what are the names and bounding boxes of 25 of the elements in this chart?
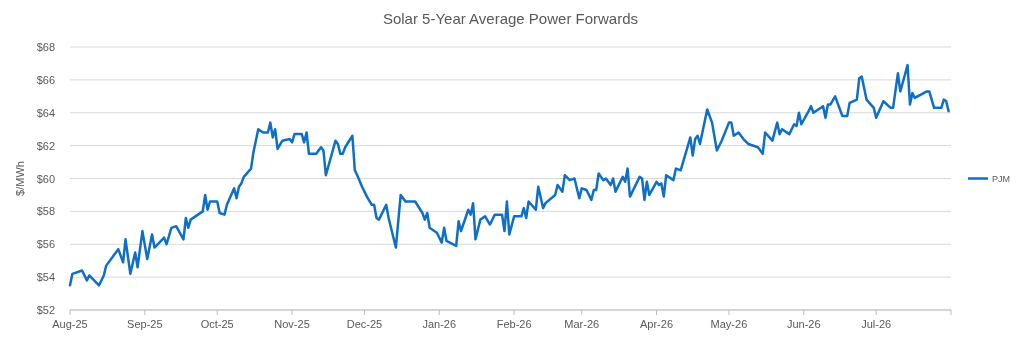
legend-label: PJM [992, 174, 1010, 184]
y-tick-label: $56 [36, 238, 55, 251]
x-tick-label: Jul-26 [861, 318, 892, 330]
y-tick-label: $64 [36, 106, 55, 119]
y-tick-label: $54 [36, 271, 55, 284]
x-tick-label: Dec-25 [346, 318, 383, 330]
x-tick-label: May-26 [710, 318, 748, 330]
y-axis-title: $/MWh [14, 161, 26, 196]
x-tick-label: Apr-26 [640, 318, 674, 330]
y-tick-label: $60 [36, 172, 55, 185]
x-tick-label: Aug-25 [52, 318, 88, 330]
y-tick-label: $66 [36, 73, 55, 86]
x-tick-label: Oct-25 [200, 318, 234, 330]
chart-title: Solar 5-Year Average Power Forwards [382, 10, 639, 27]
x-tick-label: Sep-25 [127, 318, 163, 330]
x-tick-label: Jun-26 [786, 318, 821, 330]
y-tick-label: $62 [36, 139, 55, 152]
y-tick-label: $58 [36, 205, 55, 218]
line-series [68, 63, 950, 287]
x-tick-label: Jan-26 [422, 318, 457, 330]
y-tick-label: $68 [36, 41, 55, 53]
x-tick-label: Mar-26 [564, 318, 600, 330]
x-tick-label: Nov-25 [274, 318, 310, 330]
y-tick-label: $52 [36, 304, 55, 316]
x-tick-label: Feb-26 [496, 318, 532, 330]
